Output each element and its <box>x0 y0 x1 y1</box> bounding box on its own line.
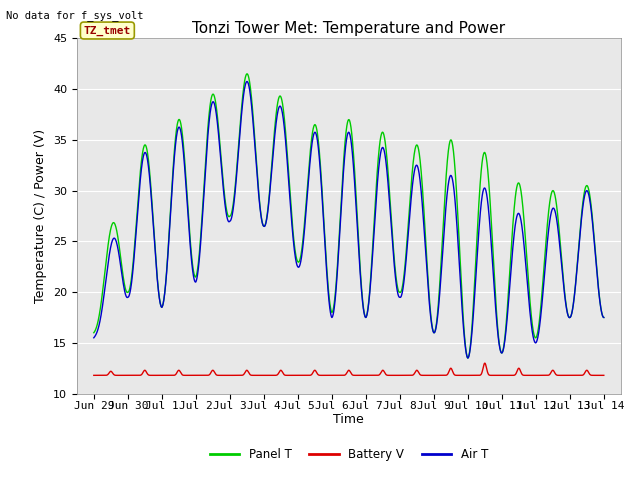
Title: Tonzi Tower Met: Temperature and Power: Tonzi Tower Met: Temperature and Power <box>192 21 506 36</box>
Legend: Panel T, Battery V, Air T: Panel T, Battery V, Air T <box>205 444 493 466</box>
Text: TZ_tmet: TZ_tmet <box>84 25 131 36</box>
Text: No data for f_sys_volt: No data for f_sys_volt <box>6 10 144 21</box>
Y-axis label: Temperature (C) / Power (V): Temperature (C) / Power (V) <box>35 129 47 303</box>
X-axis label: Time: Time <box>333 413 364 426</box>
